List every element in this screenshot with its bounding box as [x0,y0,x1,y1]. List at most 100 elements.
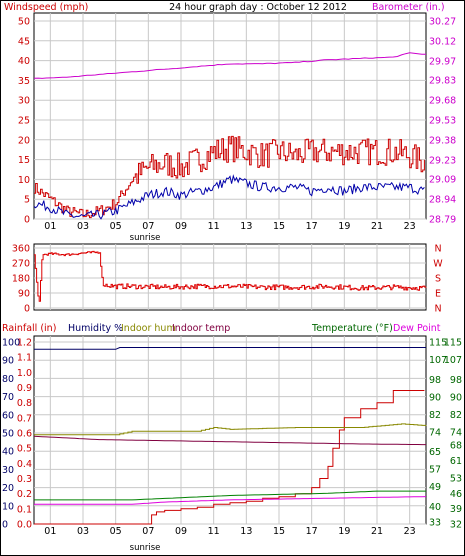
wind-average-series [33,174,425,220]
temp-inner-tick-49: 49 [429,482,441,493]
hum-y-tick-10: 10 [2,501,14,512]
temp-y-tick-39: 39 [450,504,462,515]
hum-y-tick-70: 70 [2,392,14,403]
dir-compass-4: N [434,304,441,315]
climate-panel-frame [33,335,427,525]
climate-x-tick-21: 21 [371,526,383,537]
rain-y-tick-0.7: 0.7 [17,413,32,424]
wind-x-tick-09: 09 [175,221,187,232]
climate-x-tick-01: 01 [44,526,56,537]
baro-y-tick-29.09: 29.09 [429,174,456,185]
rain-y-tick-0.2: 0.2 [17,489,32,500]
climate-x-tick-15: 15 [273,526,285,537]
indoor-hum-title: Indoor hum [121,323,176,334]
graph-title: 24 hour graph day : October 12 2012 [169,2,347,13]
climate-x-tick-03: 03 [77,526,89,537]
windspeed-axis-title: Windspeed (mph) [4,2,88,13]
baro-y-tick-29.83: 29.83 [429,75,456,86]
dir-compass-0: N [434,244,441,255]
sunrise-label-top: sunrise [130,233,161,243]
temp-y-tick-32: 32 [450,520,462,531]
wind-x-tick-13: 13 [240,221,252,232]
dir-y-tick-0: 0 [24,304,30,315]
wind-x-tick-07: 07 [142,221,154,232]
rain-y-tick-0.6: 0.6 [17,429,32,440]
dir-compass-2: S [435,274,441,285]
baro-y-tick-29.97: 29.97 [429,57,456,68]
temp-inner-tick-57: 57 [429,465,441,476]
wind-y-tick-35: 35 [18,76,30,87]
indoor-temp-series [33,435,426,446]
barometer-axis-title: Barometer (in.) [372,2,445,13]
baro-y-tick-29.38: 29.38 [429,136,456,147]
wind-y-tick-25: 25 [18,116,30,127]
temperature-series [34,490,426,501]
indoor-humidity-series [34,423,427,436]
temp-inner-tick-74: 74 [429,427,441,438]
climate-x-tick-23: 23 [404,526,416,537]
barometer-series [33,52,426,79]
hum-y-tick-20: 20 [2,483,14,494]
temp-y-tick-90: 90 [450,392,462,403]
series-layer [33,52,427,525]
baro-y-tick-29.53: 29.53 [429,116,456,127]
temp-inner-tick-40: 40 [429,502,441,513]
climate-x-tick-07: 07 [142,526,154,537]
hum-y-tick-40: 40 [2,447,14,458]
climate-x-tick-05: 05 [110,526,122,537]
dir-y-tick-180: 180 [12,274,30,285]
rainfall-axis-title: Rainfall (in) [2,323,56,334]
humidity-axis-title: Humidity % [68,323,123,334]
baro-y-tick-30.27: 30.27 [429,17,456,28]
temp-y-tick-68: 68 [450,441,462,452]
dir-y-tick-90: 90 [18,289,30,300]
temp-y-tick-46: 46 [450,489,462,500]
wind-y-tick-40: 40 [18,56,30,67]
rain-y-tick-1.0: 1.0 [17,368,32,379]
temp-inner-tick-107: 107 [429,355,447,366]
baro-y-tick-28.79: 28.79 [429,215,456,226]
wind-x-tick-11: 11 [208,221,220,232]
wind-direction-series [34,250,427,302]
rain-y-tick-0.4: 0.4 [17,459,32,470]
temp-inner-tick-98: 98 [429,375,441,386]
humidity-series [34,347,426,350]
temp-inner-tick-115: 115 [429,338,447,349]
rain-y-tick-0.5: 0.5 [17,444,32,455]
wind-y-tick-0: 0 [24,215,30,226]
baro-y-tick-29.23: 29.23 [429,156,456,167]
temp-inner-tick-65: 65 [429,447,441,458]
temp-inner-tick-82: 82 [429,410,441,421]
temp-y-tick-74: 74 [450,427,462,438]
rainfall-series [34,390,425,525]
temp-inner-tick-33: 33 [429,517,441,528]
rain-y-tick-1.1: 1.1 [17,353,32,364]
dir-compass-3: E [435,289,441,300]
hum-y-tick-50: 50 [2,429,14,440]
hum-y-tick-100: 100 [2,338,20,349]
hum-y-tick-30: 30 [2,465,14,476]
wind-y-tick-30: 30 [18,96,30,107]
direction-panel-frame [33,243,427,311]
temp-y-tick-53: 53 [450,473,462,484]
dir-y-tick-270: 270 [12,259,30,270]
wind-y-tick-50: 50 [18,17,30,28]
dew-point-title: Dew Point [393,323,441,334]
temp-y-tick-98: 98 [450,375,462,386]
hum-y-tick-60: 60 [2,410,14,421]
climate-x-tick-19: 19 [338,526,350,537]
wind-x-tick-03: 03 [77,221,89,232]
wind-y-tick-45: 45 [18,36,30,47]
wind-x-tick-01: 01 [44,221,56,232]
wind-x-tick-19: 19 [338,221,350,232]
grid-layer [34,13,426,525]
wind-x-tick-21: 21 [371,221,383,232]
climate-x-tick-09: 09 [175,526,187,537]
baro-y-tick-29.68: 29.68 [429,95,456,106]
dew-point-series [34,496,427,505]
rain-y-tick-0.3: 0.3 [17,474,32,485]
dir-y-tick-360: 360 [12,244,30,255]
wind-x-tick-17: 17 [306,221,318,232]
temp-y-tick-107: 107 [444,355,462,366]
hum-y-tick-80: 80 [2,374,14,385]
